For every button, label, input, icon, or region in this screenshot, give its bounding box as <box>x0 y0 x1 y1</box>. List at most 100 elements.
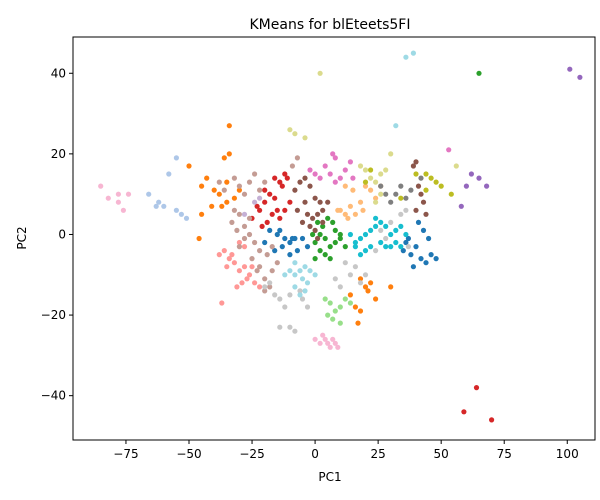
data-point-cluster-19-3 <box>302 264 308 270</box>
data-point-cluster-10-16 <box>325 199 331 205</box>
data-point-cluster-11-3 <box>246 179 253 185</box>
data-point-cluster-0-1 <box>274 231 280 238</box>
data-point-cluster-15-0 <box>262 284 268 290</box>
x-tick-label: 75 <box>497 447 512 461</box>
data-point-cluster-18-20 <box>383 244 389 250</box>
data-point-cluster-0-6 <box>287 252 293 258</box>
data-point-cluster-11-28 <box>221 187 227 193</box>
data-point-cluster-10-2 <box>302 175 308 181</box>
data-point-cluster-5-1 <box>327 300 333 306</box>
data-point-cluster-7-3 <box>231 260 237 266</box>
data-point-cluster-4-4 <box>332 239 338 246</box>
data-point-cluster-18-10 <box>403 231 409 238</box>
data-point-cluster-6-14 <box>254 203 260 209</box>
data-point-cluster-15-20 <box>398 211 404 217</box>
data-point-cluster-6-3 <box>262 199 268 205</box>
y-tick-label: −20 <box>41 308 66 322</box>
data-point-cluster-13-4 <box>125 191 132 197</box>
data-point-cluster-19-4 <box>307 268 313 274</box>
data-point-cluster-15-8 <box>347 272 353 278</box>
data-point-cluster-19-11 <box>297 292 303 298</box>
data-point-cluster-0-14 <box>400 248 406 254</box>
data-point-cluster-0-3 <box>287 239 293 246</box>
data-point-cluster-10-9 <box>320 207 326 213</box>
data-point-cluster-4-0 <box>312 239 318 246</box>
data-point-cluster-17-0 <box>317 70 323 76</box>
data-point-cluster-2-6 <box>221 155 227 161</box>
data-point-cluster-10-15 <box>315 235 321 242</box>
data-point-cluster-16-5 <box>423 171 429 177</box>
data-point-cluster-5-0 <box>322 296 328 302</box>
data-point-cluster-0-24 <box>420 227 427 233</box>
data-point-cluster-14-7 <box>388 199 394 205</box>
data-point-cluster-12-1 <box>312 171 318 177</box>
data-point-cluster-0-16 <box>413 244 419 250</box>
data-point-cluster-2-11 <box>209 203 215 209</box>
data-point-cluster-7-0 <box>216 252 222 258</box>
data-point-cluster-3-8 <box>352 211 358 217</box>
data-point-cluster-0-2 <box>282 235 288 242</box>
data-point-cluster-17-8 <box>378 171 384 177</box>
data-point-cluster-4-1 <box>317 231 323 238</box>
data-point-cluster-0-4 <box>279 244 285 250</box>
data-point-cluster-18-1 <box>357 235 364 242</box>
data-point-cluster-0-25 <box>426 235 432 242</box>
data-point-cluster-17-6 <box>368 175 374 181</box>
data-point-cluster-1-5 <box>146 191 152 197</box>
data-point-cluster-6-9 <box>284 175 290 181</box>
data-point-cluster-0-11 <box>277 227 283 233</box>
y-tick-label: −40 <box>41 389 66 403</box>
data-point-cluster-13-12 <box>322 336 328 342</box>
data-point-cluster-14-2 <box>393 191 399 197</box>
data-point-cluster-11-6 <box>262 179 268 185</box>
data-point-cluster-18-8 <box>393 239 399 246</box>
data-point-cluster-0-9 <box>304 244 311 250</box>
data-point-cluster-18-9 <box>398 244 404 250</box>
data-point-cluster-12-10 <box>330 151 336 157</box>
data-point-cluster-11-5 <box>257 187 263 193</box>
data-point-cluster-19-2 <box>297 268 303 274</box>
data-point-cluster-15-13 <box>299 296 306 302</box>
data-point-cluster-2-16 <box>357 276 364 282</box>
data-point-cluster-7-1 <box>221 248 227 254</box>
data-point-cluster-5-6 <box>337 320 343 326</box>
data-point-cluster-7-5 <box>241 264 248 270</box>
data-point-cluster-1-7 <box>178 211 184 217</box>
data-point-cluster-2-5 <box>224 179 230 185</box>
data-point-cluster-16-1 <box>428 175 434 181</box>
data-point-cluster-17-11 <box>373 199 379 205</box>
y-tick-label: 40 <box>51 66 66 80</box>
data-point-cluster-19-8 <box>292 260 298 266</box>
data-point-cluster-10-14 <box>320 219 326 225</box>
data-point-cluster-18-14 <box>352 244 358 250</box>
data-point-cluster-15-1 <box>272 292 278 298</box>
data-point-cluster-2-4 <box>216 191 222 197</box>
data-point-cluster-2-21 <box>357 308 364 314</box>
points-layer <box>98 50 583 423</box>
data-point-cluster-15-21 <box>403 207 409 213</box>
data-point-cluster-6-17 <box>282 207 288 213</box>
data-point-cluster-15-17 <box>378 227 384 233</box>
data-point-cluster-15-16 <box>332 276 338 282</box>
data-point-cluster-6-5 <box>272 195 278 201</box>
data-point-cluster-16-6 <box>398 195 404 201</box>
data-point-cluster-11-23 <box>257 264 263 270</box>
data-point-cluster-0-17 <box>418 256 424 262</box>
data-point-cluster-12-5 <box>332 179 338 185</box>
data-point-cluster-13-2 <box>115 199 121 205</box>
data-point-cluster-0-18 <box>423 260 429 266</box>
data-point-cluster-6-11 <box>269 211 275 217</box>
data-point-cluster-15-6 <box>292 328 298 334</box>
data-point-cluster-12-0 <box>307 167 313 173</box>
data-point-cluster-11-31 <box>294 155 300 161</box>
x-tick-label: −25 <box>239 447 264 461</box>
data-point-cluster-2-9 <box>236 187 242 193</box>
data-point-cluster-8-2 <box>458 203 464 209</box>
data-point-cluster-5-3 <box>337 304 343 310</box>
data-point-cluster-11-20 <box>236 244 242 250</box>
data-point-cluster-11-11 <box>257 248 263 254</box>
data-point-cluster-4-15 <box>332 227 338 233</box>
data-point-cluster-16-0 <box>423 187 429 193</box>
data-point-cluster-15-4 <box>277 324 283 330</box>
